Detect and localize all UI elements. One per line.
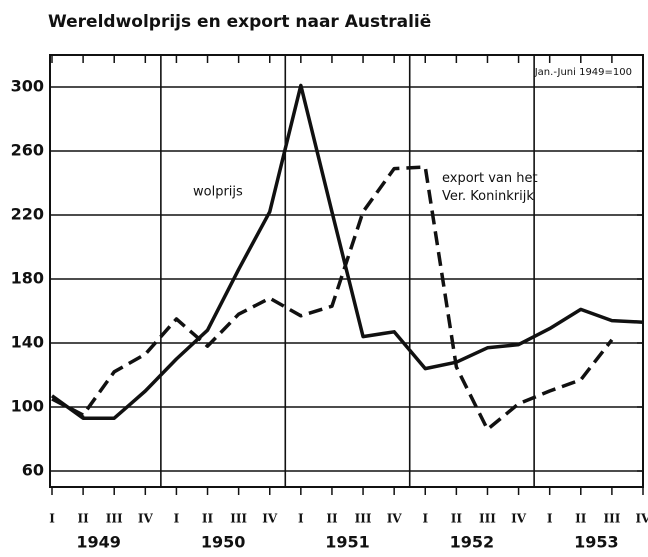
series-label: wolprijs — [193, 185, 243, 200]
x-tick-label: III — [479, 512, 496, 526]
chart-title: Wereldwolprijs en export naar Australië — [48, 12, 431, 32]
year-label: 1949 — [76, 533, 121, 552]
x-tick-label: IV — [138, 512, 154, 526]
year-label: 1950 — [201, 533, 246, 552]
x-tick-label: III — [355, 512, 372, 526]
y-tick-label: 260 — [11, 141, 44, 160]
x-tick-label: I — [49, 512, 55, 526]
series-line — [51, 165, 614, 432]
x-tick-label: IV — [262, 512, 278, 526]
x-tick-label: III — [230, 512, 247, 526]
x-tick-label: III — [106, 512, 123, 526]
x-tick-label: II — [202, 512, 214, 526]
x-tick-label: II — [575, 512, 587, 526]
series-label: export van het Ver. Koninkrijk — [442, 171, 538, 204]
x-tick-label: II — [77, 512, 89, 526]
year-label: 1952 — [450, 533, 495, 552]
y-tick-label: 180 — [11, 269, 44, 288]
year-label: 1951 — [325, 533, 370, 552]
y-tick-label: 300 — [11, 77, 44, 96]
x-tick-label: I — [174, 512, 180, 526]
x-tick-label: I — [547, 512, 553, 526]
y-tick-label: 60 — [22, 461, 44, 480]
year-label: 1953 — [574, 533, 619, 552]
y-tick-label: 140 — [11, 333, 44, 352]
plot-frame — [49, 54, 644, 488]
x-tick-label: I — [422, 512, 428, 526]
x-tick-label: III — [603, 512, 620, 526]
series-line — [50, 83, 644, 420]
x-tick-label: II — [451, 512, 463, 526]
y-tick-label: 220 — [11, 205, 44, 224]
x-tick-label: I — [298, 512, 304, 526]
x-tick-label: IV — [387, 512, 403, 526]
note: Jan.-Juni 1949=100 — [534, 67, 632, 78]
y-tick-label: 100 — [11, 397, 44, 416]
x-tick-label: IV — [636, 512, 648, 526]
x-tick-label: II — [326, 512, 338, 526]
x-tick-label: IV — [511, 512, 527, 526]
